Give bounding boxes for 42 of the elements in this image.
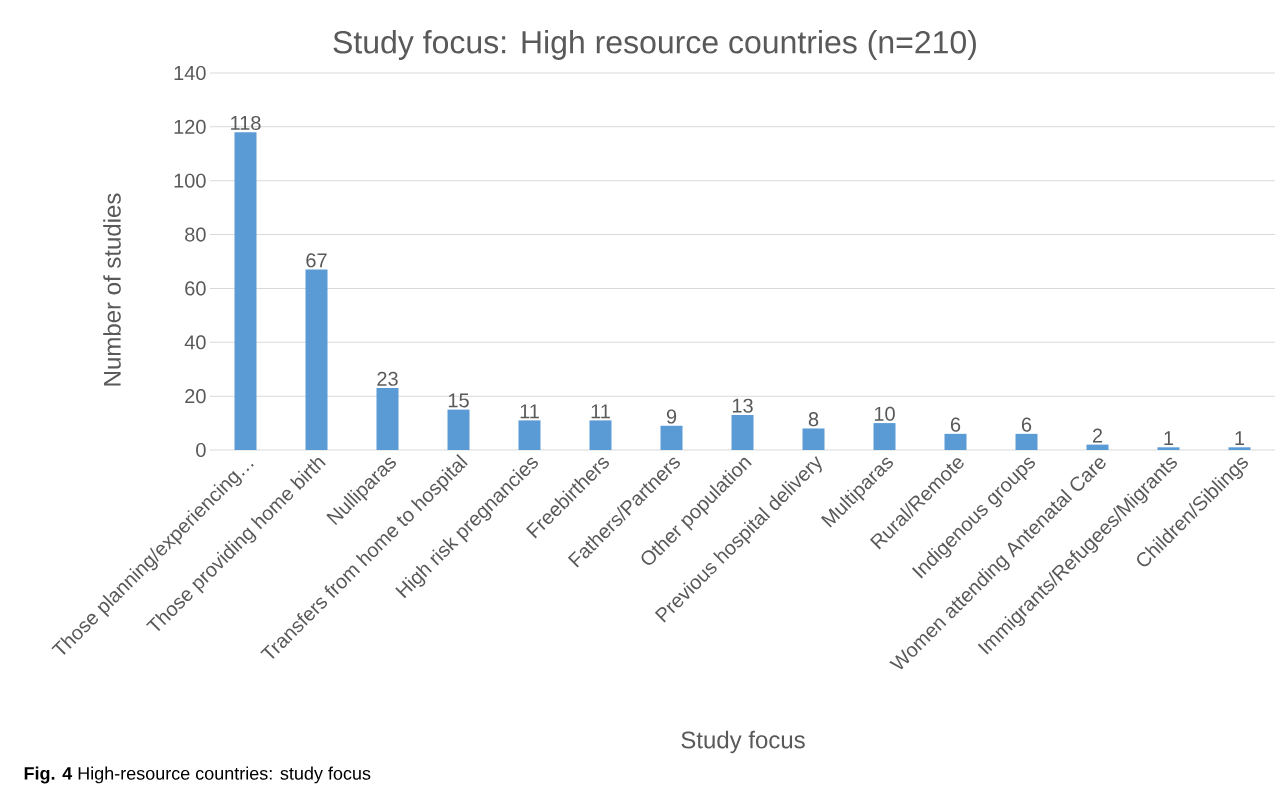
data-label: 11 (591, 404, 610, 419)
data-label: 67 (306, 253, 327, 268)
y-tick-label: 40 (184, 335, 206, 350)
y-tick-label: 60 (185, 281, 206, 296)
data-label: 13 (732, 398, 753, 413)
y-tick-label: 140 (174, 65, 206, 81)
bar (660, 425, 683, 450)
data-label: 2 (1092, 428, 1103, 443)
data-label: 11 (520, 404, 539, 419)
data-label: 23 (377, 371, 398, 386)
bar (873, 423, 896, 450)
bar (376, 388, 399, 450)
bar (944, 433, 967, 450)
bar (1086, 444, 1109, 450)
data-label: 8 (808, 412, 819, 427)
chart-title: Study focus: High resource countries (n=210) (333, 30, 976, 60)
bar (305, 269, 328, 450)
bar (1015, 433, 1038, 450)
text: Fig. 4 High-resource countries: study focus (24, 766, 371, 784)
data-label: 1 (1235, 431, 1245, 446)
y-tick-label: 20 (185, 389, 206, 404)
data-label: 1 (1164, 431, 1174, 446)
data-label: 15 (448, 393, 469, 408)
bar (447, 409, 470, 450)
bar (802, 428, 825, 450)
bar (234, 132, 257, 450)
data-label: 9 (666, 409, 677, 424)
y-tick-label: 0 (196, 442, 206, 458)
bar (731, 414, 754, 450)
bar (1157, 447, 1180, 450)
data-label: 6 (950, 417, 961, 432)
bar (518, 420, 541, 450)
bar (1228, 447, 1251, 450)
y-tick-label: 80 (185, 227, 206, 242)
x-axis-title: Study focus (681, 730, 805, 754)
y-axis-title: Number of studies (103, 193, 121, 386)
data-label: 10 (874, 406, 895, 421)
data-label: 6 (1021, 417, 1032, 432)
y-tick-label: 100 (174, 173, 206, 188)
bar (589, 420, 612, 450)
data-label: 118 (231, 115, 261, 131)
y-tick-label: 120 (174, 119, 206, 134)
